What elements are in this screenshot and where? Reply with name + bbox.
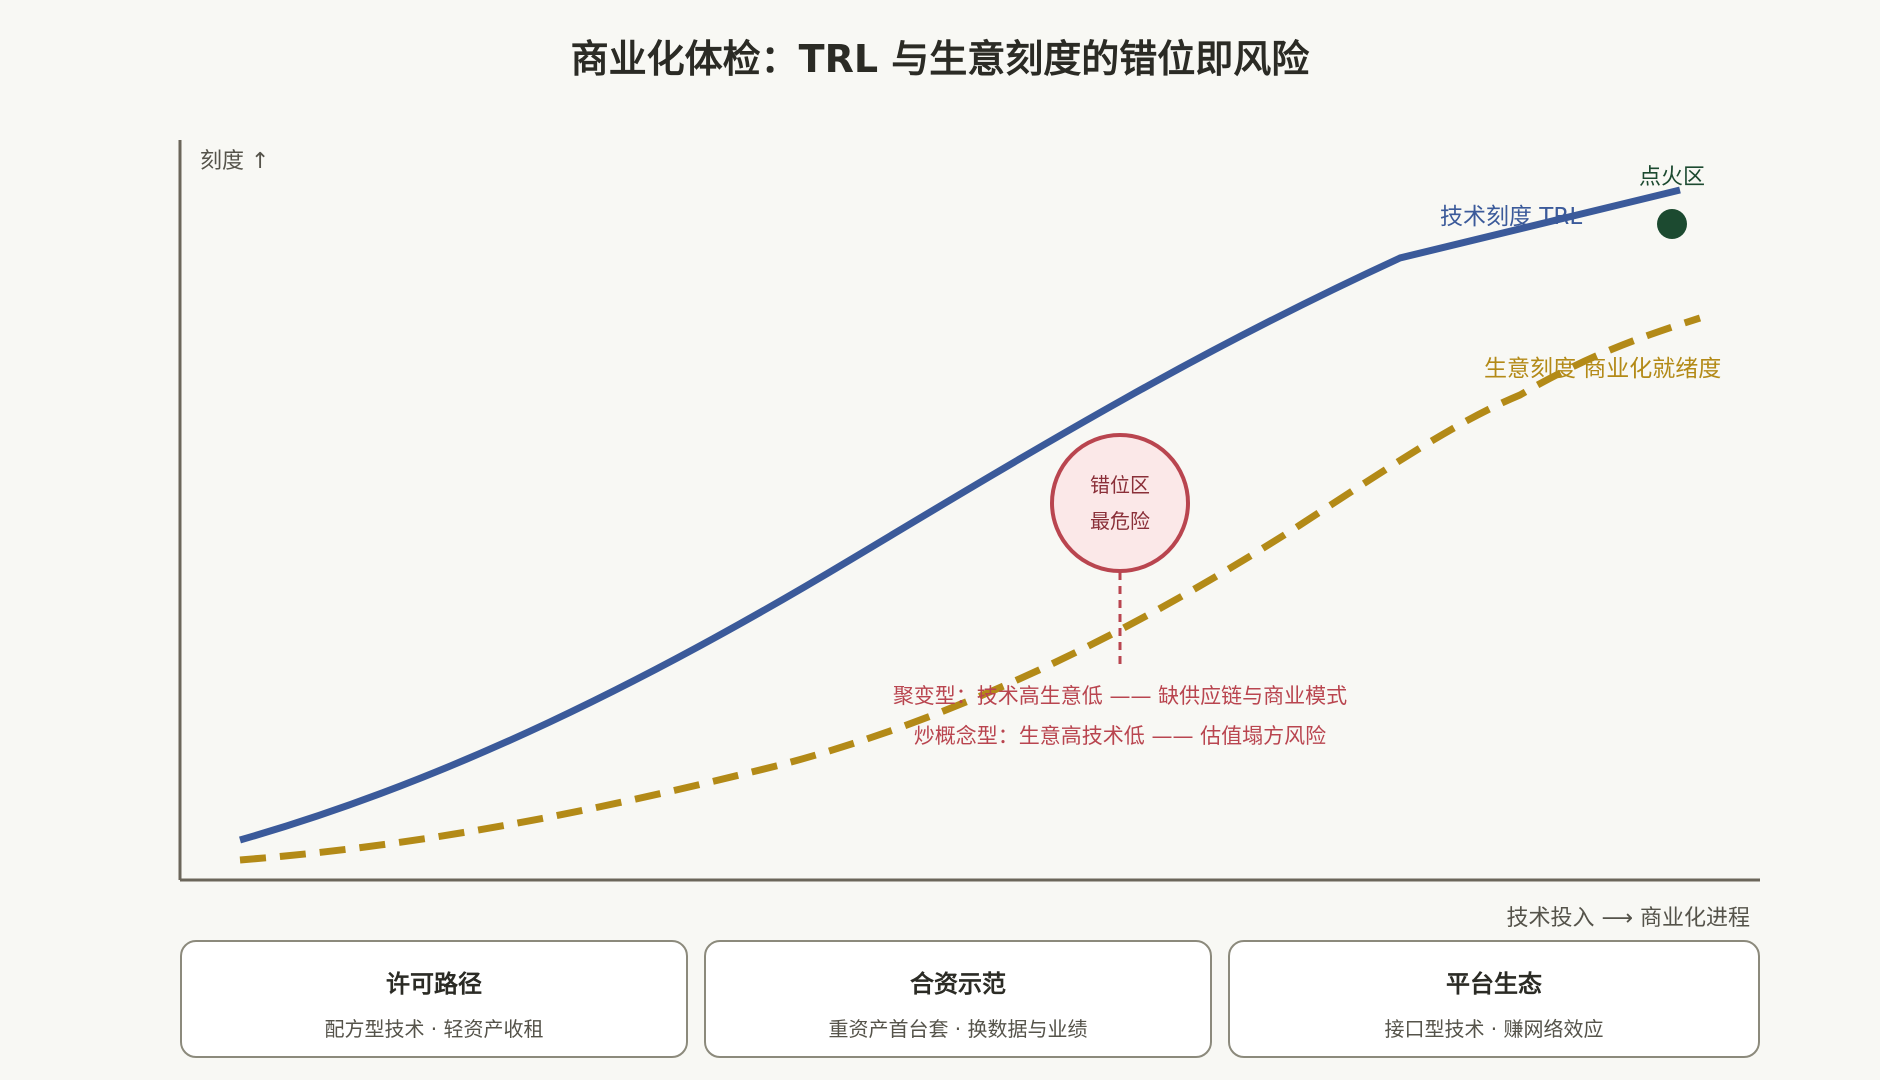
y-axis-label: 刻度 ↑ [200,149,269,174]
business-readiness-curve [239,314,1702,864]
ignition-zone-marker [1657,209,1687,239]
mismatch-zone-sublabel: 最危险 [1090,509,1150,533]
card-title: 合资示范 [910,970,1006,998]
page-title: 商业化体检：TRL 与生意刻度的错位即风险 [570,37,1310,81]
mismatch-zone-label: 错位区 [1090,473,1150,497]
card-description: 重资产首台套 · 换数据与业绩 [828,1017,1088,1041]
card-platform-ecosystem: 平台生态 接口型技术 · 赚网络效应 [1228,940,1760,1058]
mismatch-zone-bubble [1050,433,1190,573]
card-description: 配方型技术 · 轻资产收租 [324,1017,544,1041]
ignition-zone-label: 点火区 [1639,165,1705,190]
card-license-path: 许可路径 配方型技术 · 轻资产收租 [180,940,688,1058]
card-description: 接口型技术 · 赚网络效应 [1384,1017,1604,1041]
strategy-cards: 许可路径 配方型技术 · 轻资产收租 合资示范 重资产首台套 · 换数据与业绩 … [180,940,1760,1060]
card-joint-venture: 合资示范 重资产首台套 · 换数据与业绩 [704,940,1212,1058]
x-axis-label: 技术投入 ⟶ 商业化进程 [1506,906,1750,931]
trl-curve-label: 技术刻度 TRL [1440,204,1582,230]
card-title: 平台生态 [1446,970,1542,998]
note-fusion-type: 聚变型：技术高生意低 —— 缺供应链与商业模式 [893,684,1347,708]
card-title: 许可路径 [386,970,482,998]
trl-curve [239,186,1681,844]
note-hype-type: 炒概念型：生意高技术低 —— 估值塌方风险 [914,724,1326,748]
business-curve-label: 生意刻度 商业化就绪度 [1484,356,1721,382]
